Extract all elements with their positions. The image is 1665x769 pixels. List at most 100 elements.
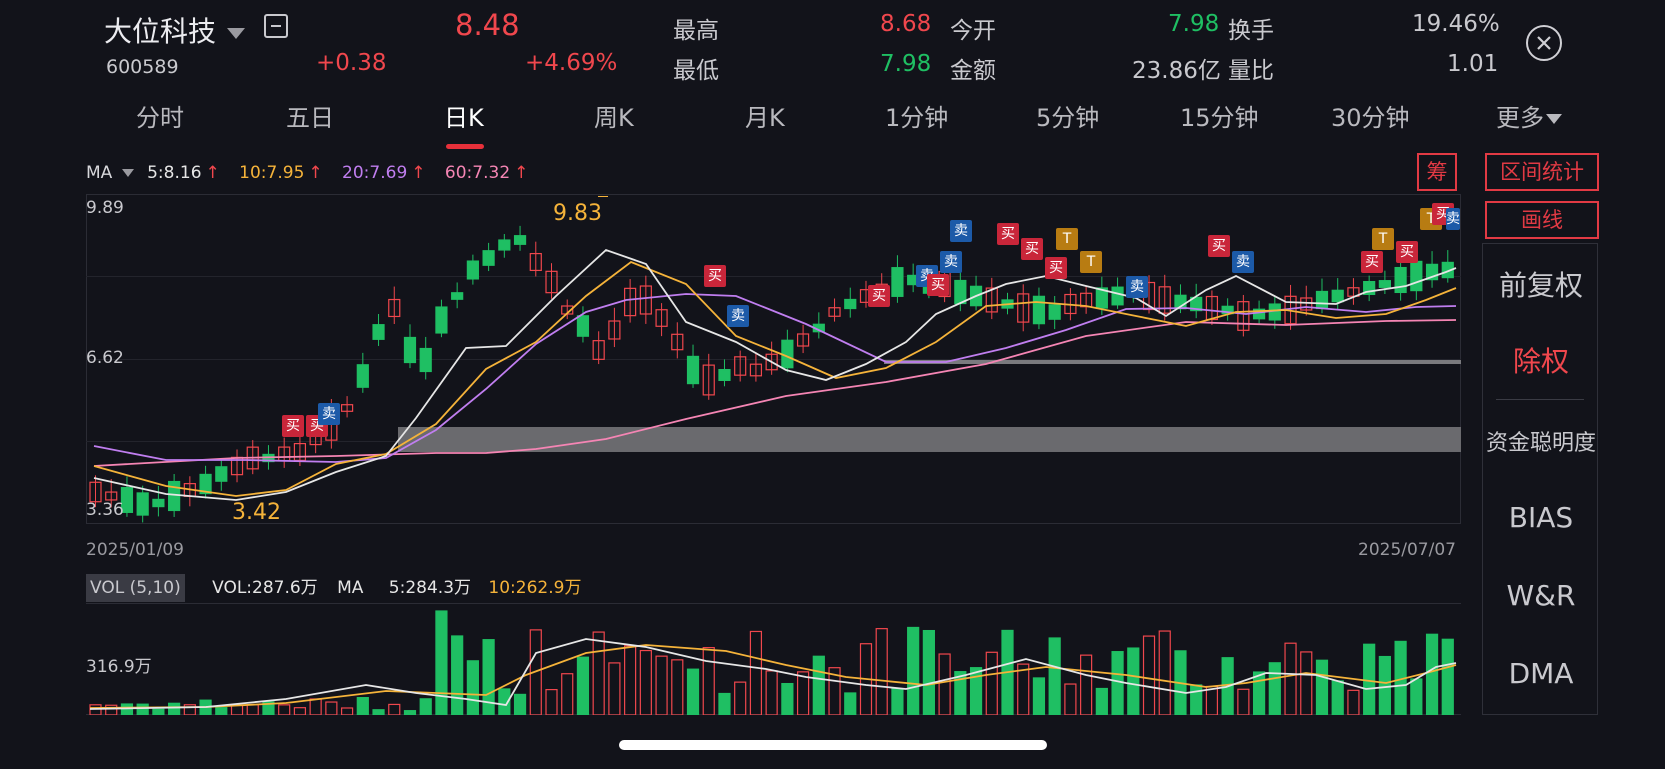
sell-marker[interactable]: 卖 [1232, 251, 1254, 273]
candle-body [655, 309, 668, 327]
volume-bar [922, 629, 935, 715]
volume-bar [907, 626, 920, 715]
volume-bar [1315, 659, 1329, 715]
stat-high-value: 8.68 [880, 11, 932, 37]
buy-marker[interactable]: 买 [1208, 235, 1230, 257]
candle-body [1268, 303, 1281, 321]
candle-body [765, 353, 778, 371]
candle-body [451, 292, 464, 300]
high-annotation-pointer [598, 196, 608, 197]
dma-indicator[interactable]: DMA [1508, 657, 1574, 690]
stat-volume-ratio-value: 1.01 [1447, 51, 1499, 77]
candle-body [639, 285, 652, 315]
volume-bar [136, 703, 149, 715]
up-arrow-icon: ↑ [205, 163, 220, 183]
tab-intraday[interactable]: 分时 [136, 104, 184, 132]
buy-marker[interactable]: 买 [1361, 251, 1383, 273]
t-marker[interactable]: T [1080, 251, 1102, 273]
volume-bar [608, 662, 621, 715]
volume-bar [765, 670, 778, 715]
candle-body [1394, 266, 1407, 294]
buy-marker[interactable]: 买 [927, 274, 949, 296]
collapse-square-icon[interactable] [264, 14, 288, 38]
price-change-pct: +4.69% [525, 50, 618, 76]
buy-marker[interactable]: 买 [704, 265, 726, 287]
t-marker[interactable]: T [1372, 228, 1394, 250]
volume-bar [545, 688, 558, 715]
candle-body [545, 270, 558, 294]
tab-daily-k[interactable]: 日K [444, 104, 484, 132]
stat-amount-label: 金额 [950, 58, 996, 84]
volume-bar [891, 688, 904, 715]
stock-name-dropdown[interactable]: 大位科技 [104, 10, 245, 50]
stat-low-value: 7.98 [880, 51, 932, 77]
candle-body [1363, 280, 1376, 296]
tab-more-label: 更多 [1496, 104, 1544, 132]
wr-indicator[interactable]: W&R [1506, 579, 1576, 612]
volume-bar [325, 701, 338, 715]
volume-bar [655, 655, 668, 715]
buy-marker[interactable]: 买 [1045, 257, 1067, 279]
tab-1min[interactable]: 1分钟 [885, 104, 949, 132]
volume-bar [702, 647, 715, 715]
tab-five-day[interactable]: 五日 [286, 104, 334, 132]
volume-bar [89, 704, 102, 715]
candle-body [734, 356, 747, 376]
sell-marker[interactable]: 卖 [318, 403, 340, 425]
tab-weekly-k[interactable]: 周K [594, 104, 634, 132]
buy-marker[interactable]: 买 [997, 223, 1019, 245]
draw-line-button[interactable]: 画线 [1485, 201, 1599, 239]
volume-bar [340, 707, 354, 715]
buy-marker[interactable]: 买 [282, 415, 304, 437]
sell-marker[interactable]: 卖 [940, 251, 962, 273]
volume-bar [451, 635, 464, 715]
ma10-line [93, 260, 1457, 497]
volume-bar [1111, 651, 1124, 715]
candle-body [1158, 286, 1171, 314]
sell-marker[interactable]: 卖 [1446, 208, 1460, 230]
volume-bar [168, 702, 181, 715]
volume-bar [1017, 663, 1030, 715]
candle-body [576, 315, 590, 337]
sell-marker[interactable]: 卖 [727, 305, 749, 327]
sell-marker[interactable]: 卖 [950, 220, 972, 242]
volume-bar [1190, 684, 1203, 715]
buy-marker[interactable]: 买 [868, 285, 890, 307]
candle-body [781, 339, 794, 369]
bias-indicator[interactable]: BIAS [1508, 501, 1574, 534]
volume-bar [1048, 637, 1061, 715]
sell-marker[interactable]: 卖 [1126, 276, 1148, 298]
chip-distribution-button[interactable]: 筹 [1417, 153, 1457, 191]
candle-body [1032, 295, 1046, 325]
ma-legend-label: MA [86, 163, 113, 183]
candle-body [1048, 304, 1061, 320]
volume-legend[interactable]: VOL (5,10) VOL:287.6万 MA 5:284.3万 10:262… [86, 574, 1461, 602]
close-circle-icon[interactable] [1526, 25, 1562, 61]
range-stats-button[interactable]: 区间统计 [1485, 153, 1599, 191]
tab-monthly-k[interactable]: 月K [745, 104, 785, 132]
volume-bar [1268, 662, 1281, 715]
tab-more[interactable]: 更多 [1496, 98, 1562, 133]
volume-value: VOL:287.6万 [212, 578, 318, 598]
stock-code: 600589 [106, 56, 179, 78]
tab-15min[interactable]: 15分钟 [1180, 104, 1259, 132]
smart-money-indicator[interactable]: 资金聪明度 [1485, 431, 1596, 456]
ex-rights-option[interactable]: 除权 [1512, 345, 1569, 378]
volume-bar [796, 671, 810, 715]
volume-bar [1252, 671, 1266, 715]
buy-marker[interactable]: 买 [1021, 238, 1043, 260]
high-annotation: 9.83 [553, 201, 602, 226]
tab-5min[interactable]: 5分钟 [1036, 104, 1100, 132]
price-axis-bottom: 3.36 [86, 500, 124, 520]
t-marker[interactable]: T [1056, 228, 1078, 250]
volume-bar [1158, 630, 1171, 715]
ma-legend[interactable]: MA 5:8.16 ↑ 10:7.95 ↑ 20:7.69 ↑ 60:7.32 ↑ [86, 163, 528, 183]
candle-body [954, 279, 967, 305]
forward-adjust-option[interactable]: 前复权 [1498, 269, 1583, 302]
tab-30min[interactable]: 30分钟 [1331, 104, 1410, 132]
home-indicator[interactable] [619, 740, 1047, 750]
volume-bar [1284, 642, 1297, 715]
volume-bar [278, 704, 291, 715]
volume-bar [1127, 647, 1140, 715]
buy-marker[interactable]: 买 [1396, 241, 1418, 263]
